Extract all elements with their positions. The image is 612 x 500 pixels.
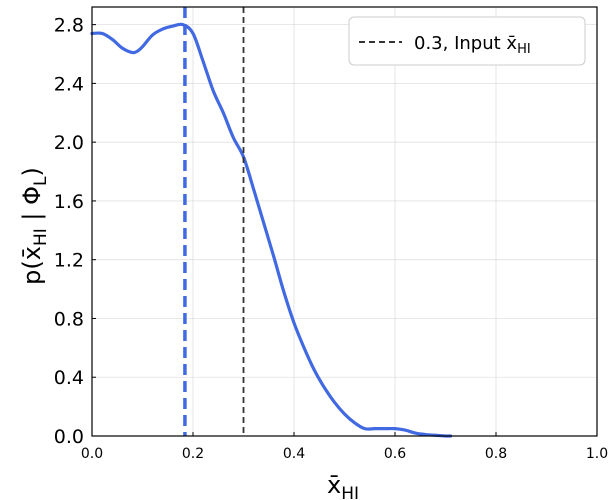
- plot-frame: [91, 6, 598, 437]
- y-axis-label: p(x̄HI | ΦL): [18, 167, 51, 285]
- x-tick-label: 0.4: [283, 446, 305, 462]
- y-tick-label: 0.4: [54, 367, 84, 389]
- x-tick-label: 0.0: [81, 446, 103, 462]
- y-tick-labels: 0.0 0.4 0.8 1.2 1.6 2.0 2.4 2.8: [54, 15, 84, 448]
- grid: [91, 7, 598, 437]
- series-group: [90, 22, 453, 438]
- y-tick-label: 1.2: [54, 250, 84, 272]
- y-tick-label: 2.0: [54, 132, 84, 154]
- vertical-lines: [183, 7, 245, 436]
- x-axis-label: x̄HI: [327, 471, 359, 500]
- x-tick-label: 0.8: [485, 446, 507, 462]
- y-tick-label: 2.4: [54, 73, 84, 95]
- y-tick-label: 2.8: [54, 15, 84, 37]
- x-tick-label: 0.6: [384, 446, 406, 462]
- y-tick-label: 1.6: [54, 191, 84, 213]
- posterior-curve: [90, 22, 453, 438]
- tick-marks: [91, 24, 598, 437]
- legend-box: [348, 16, 586, 66]
- x-tick-label: 1.0: [586, 446, 608, 462]
- x-tick-label: 0.2: [182, 446, 204, 462]
- x-tick-labels: 0.0 0.2 0.4 0.6 0.8 1.0: [81, 446, 608, 462]
- legend: 0.3, Input x̄HI: [348, 16, 586, 66]
- y-tick-label: 0.0: [54, 426, 84, 448]
- legend-entry-input-xhi: 0.3, Input x̄HI: [414, 33, 531, 57]
- y-tick-label: 0.8: [54, 308, 84, 330]
